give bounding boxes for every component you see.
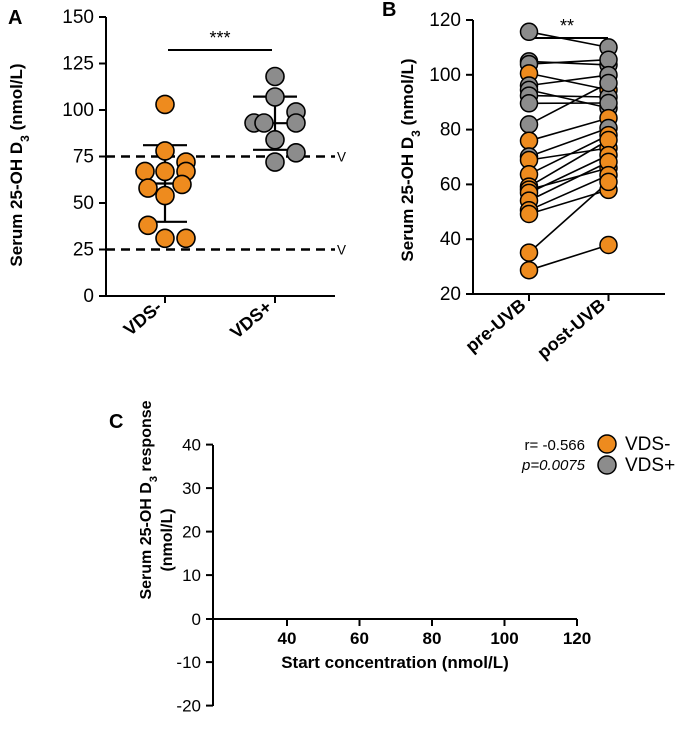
svg-text:80: 80 [440,120,461,141]
svg-text:-10: -10 [176,653,201,672]
svg-text:0: 0 [192,610,201,629]
svg-text:Serum 25-OH D3 (nmol/L): Serum 25-OH D3 (nmol/L) [7,63,32,266]
svg-text:60: 60 [440,174,461,195]
svg-text:C: C [109,411,123,433]
svg-text:20: 20 [440,284,461,305]
svg-text:-20: -20 [176,697,201,716]
svg-text:pre-UVB: pre-UVB [462,295,530,357]
svg-text:VDS+: VDS+ [625,455,675,476]
svg-text:100: 100 [62,100,94,121]
svg-text:VDS+: VDS+ [226,297,275,343]
svg-text:10: 10 [182,566,201,585]
svg-text:(nmol/L): (nmol/L) [159,508,176,571]
svg-text:60: 60 [350,629,369,648]
svg-text:A: A [8,7,22,29]
svg-text:post-UVB: post-UVB [533,295,609,363]
svg-text:30: 30 [182,479,201,498]
svg-text:p=0.0075: p=0.0075 [521,457,586,474]
svg-text:40: 40 [182,436,201,455]
svg-text:125: 125 [62,54,94,75]
svg-text:VDS-: VDS- [625,434,670,455]
svg-text:r= -0.566: r= -0.566 [525,437,585,454]
svg-text:50: 50 [73,193,94,214]
svg-text:40: 40 [278,629,297,648]
svg-text:B: B [382,0,396,21]
svg-text:VDS-: VDS- [120,297,166,340]
svg-text:100: 100 [490,629,518,648]
svg-text:VD insufficiency: VD insufficiency [337,150,433,165]
svg-text:100: 100 [429,65,461,86]
svg-text:120: 120 [429,10,461,31]
svg-text:150: 150 [62,7,94,28]
svg-text:**: ** [560,16,574,36]
svg-text:Start concentration (nmol/L): Start concentration (nmol/L) [281,653,509,672]
svg-text:0: 0 [83,286,94,307]
svg-text:Serum 25-OH D3 response: Serum 25-OH D3 response [138,400,160,599]
svg-text:Serum 25-OH D3 (nmol/L): Serum 25-OH D3 (nmol/L) [398,58,423,261]
svg-text:80: 80 [423,629,442,648]
svg-text:120: 120 [563,629,591,648]
svg-text:40: 40 [440,229,461,250]
svg-text:25: 25 [73,240,94,261]
svg-text:***: *** [209,28,230,48]
svg-text:20: 20 [182,523,201,542]
svg-text:75: 75 [73,147,94,168]
